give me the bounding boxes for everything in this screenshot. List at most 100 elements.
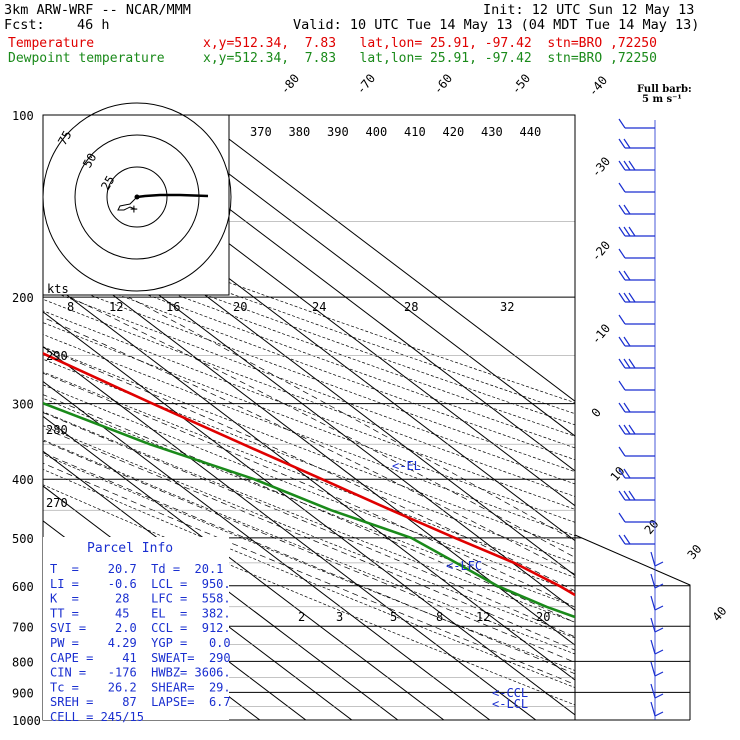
wind-barb-feather <box>623 292 631 303</box>
wind-barb-feather <box>654 711 664 717</box>
temperature-legend: Temperature <box>8 36 95 51</box>
dry-adiabat <box>43 276 575 473</box>
pressure-tick-label: 900 <box>12 686 34 700</box>
temperature-tick-label: -20 <box>589 238 614 264</box>
dry-adiabat <box>43 244 575 437</box>
hodograph-speed-tick: 24 <box>312 300 326 314</box>
barb-legend-title: Full barb: <box>637 84 692 95</box>
mixing-ratio-label: 2 <box>298 610 305 624</box>
moist-adiabat <box>43 412 575 638</box>
wind-barb-feather <box>618 336 626 347</box>
moist-adiabat <box>69 296 575 558</box>
parcel-info-panel: Parcel Info T = 20.7 Td = 20.1LI = -0.6 … <box>43 537 231 724</box>
pressure-tick-label: 600 <box>12 580 34 594</box>
theta-label: 400 <box>366 125 388 139</box>
theta-label: 440 <box>520 125 542 139</box>
wind-barb-feather <box>654 583 664 589</box>
parcel-info-line: Tc = 26.2 SHEAR= 29. <box>50 680 231 694</box>
wind-barb-feather <box>628 424 636 435</box>
theta-label: 290 <box>46 349 68 363</box>
hodo-units: kts <box>47 282 69 296</box>
level-annotation-lcl: <-LCL <box>492 697 528 711</box>
pressure-tick-label: 500 <box>12 532 34 546</box>
theta-label: 380 <box>289 125 311 139</box>
mixing-ratio-label: 5 <box>390 610 397 624</box>
temperature-tick-label: -40 <box>586 73 611 99</box>
pressure-tick-label: 1000 <box>12 714 41 728</box>
wind-barb-shaft <box>650 683 656 699</box>
wind-barb-feather <box>618 358 626 369</box>
hodograph-speed-tick: 20 <box>233 300 247 314</box>
wind-barb-shaft <box>650 617 656 633</box>
wind-barb-shaft <box>650 551 656 567</box>
level-annotation-el: <-EL <box>392 459 421 473</box>
wind-barb-feather <box>618 446 626 457</box>
hodograph: 75 50 25 + kts <box>42 102 232 296</box>
isotherm-line <box>196 115 575 402</box>
wind-barb-shaft <box>650 661 656 677</box>
wind-barb-feather <box>654 627 664 633</box>
mixing-ratio-label: 20 <box>536 610 550 624</box>
wind-barb-feather <box>654 671 664 677</box>
wind-barb-feather <box>618 534 626 545</box>
isotherm-line <box>43 276 575 681</box>
pressure-tick-label: 400 <box>12 473 34 487</box>
theta-label: 430 <box>481 125 503 139</box>
pressure-tick-label: 200 <box>12 291 34 305</box>
temperature-line <box>43 352 575 597</box>
wind-barb-feather <box>618 468 626 479</box>
parcel-info-line: CAPE = 41 SWEAT= 290 <box>50 651 231 665</box>
hodograph-speed-tick: 32 <box>500 300 514 314</box>
hodograph-ring <box>106 166 168 228</box>
temperature-station-info: x,y=512.34, 7.83 lat,lon= 25.91, -97.42 … <box>203 36 657 51</box>
barb-legend-units: 5 m s⁻¹ <box>642 94 682 105</box>
temperature-tick-label: -30 <box>589 154 614 180</box>
wind-barb-feather <box>618 226 626 237</box>
valid-time: Valid: 10 UTC Tue 14 May 13 (04 MDT Tue … <box>293 17 700 33</box>
wind-barb-feather <box>654 649 664 655</box>
parcel-info-line: PW = 4.29 YGP = 0.0 <box>50 636 231 650</box>
hodograph-speed-tick: 12 <box>109 300 123 314</box>
theta-label: 410 <box>404 125 426 139</box>
wind-barb-feather <box>618 490 626 501</box>
dry-adiabat <box>43 346 575 550</box>
temperature-tick-label: -80 <box>278 71 303 97</box>
wind-barb-feather <box>623 424 631 435</box>
dry-adiabat <box>43 214 575 404</box>
dry-adiabat <box>43 234 575 426</box>
mixing-ratio-label: 3 <box>336 610 343 624</box>
wind-barb-feather <box>628 292 636 303</box>
wind-barbs <box>618 118 664 720</box>
forecast-hour: 46 h <box>77 17 110 33</box>
wind-barb-feather <box>623 468 631 479</box>
wind-barb-shaft <box>650 573 656 589</box>
wind-barb-feather <box>618 380 626 391</box>
moist-adiabat <box>43 394 575 623</box>
wind-barb-feather <box>623 270 631 281</box>
init-time: Init: 12 UTC Sun 12 May 13 <box>483 2 695 18</box>
hodograph-speed-tick: 16 <box>166 300 180 314</box>
parcel-info-line: SVI = 2.0 CCL = 912. <box>50 621 231 635</box>
wind-barb-feather <box>618 118 626 129</box>
temperature-tick-label: -60 <box>431 71 456 97</box>
wind-barb-feather <box>618 402 626 413</box>
dry-adiabat <box>43 425 575 639</box>
temperature-tick-label: -50 <box>509 71 534 97</box>
hodo-ring-label: 25 <box>98 173 117 193</box>
wind-barb-feather <box>623 160 631 171</box>
temperature-tick-label: -10 <box>589 321 614 347</box>
wind-barb-feather <box>628 490 636 501</box>
wind-barb-feather <box>618 204 626 215</box>
wind-barb-feather <box>618 270 626 281</box>
wind-barb-shaft <box>650 701 656 717</box>
wind-barb-feather <box>618 182 626 193</box>
dry-adiabat <box>43 469 575 688</box>
parcel-info-line: CELL = 245/15 <box>50 710 144 724</box>
wind-barb-feather <box>628 226 636 237</box>
wind-barb-feather <box>618 138 626 149</box>
wind-barb-feather <box>618 248 626 259</box>
storm-motion-marker: + <box>130 202 138 217</box>
wind-barb-shaft <box>650 595 656 611</box>
isotherm-line <box>43 241 575 646</box>
wind-barb-feather <box>654 605 664 611</box>
